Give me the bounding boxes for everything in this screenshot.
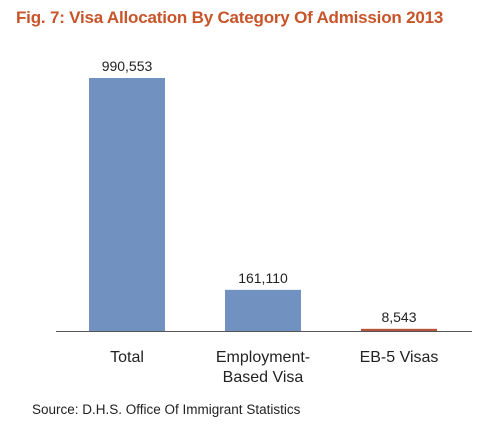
chart-title: Fig. 7: Visa Allocation By Category Of A…	[16, 8, 444, 27]
bar-0	[89, 78, 165, 331]
bar-1	[225, 289, 301, 331]
value-label-1: 161,110	[238, 270, 288, 286]
source-note: Source: D.H.S. Office Of Immigrant Stati…	[32, 402, 301, 417]
value-label-0: 990,553	[102, 58, 153, 74]
category-label-1-line-0: Employment-	[216, 349, 310, 366]
category-label-2: EB-5 Visas	[360, 349, 439, 366]
value-label-2: 8,543	[381, 309, 416, 325]
bar-2	[361, 328, 437, 331]
category-label-1-line-1: Based Visa	[223, 369, 304, 386]
category-label-0: Total	[110, 349, 144, 366]
